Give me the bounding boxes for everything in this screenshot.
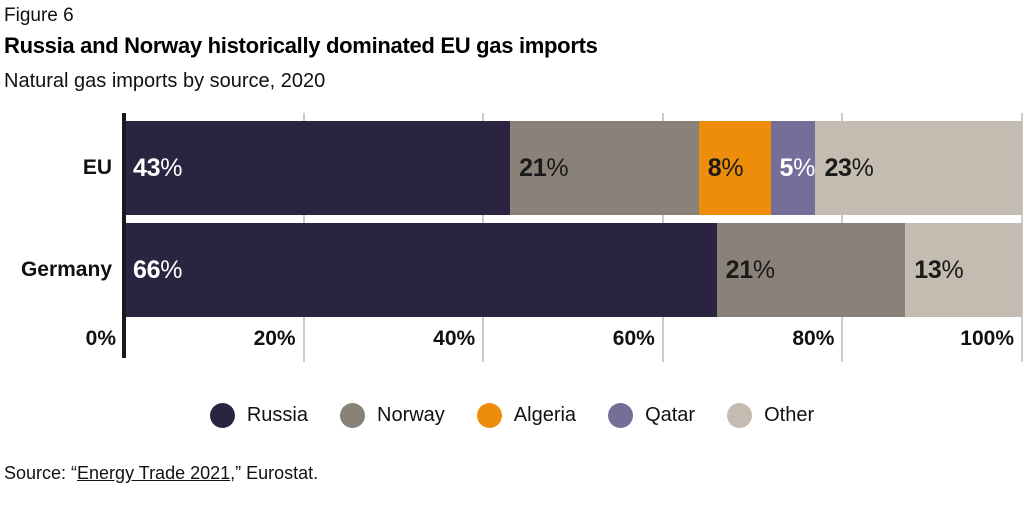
legend-item-algeria: Algeria [476, 403, 577, 428]
category-label-germany: Germany [20, 258, 112, 281]
bar-value-label: 43% [133, 153, 183, 182]
legend-item-other: Other [727, 403, 814, 428]
legend-label: Algeria [513, 404, 577, 426]
gridline-100 [1021, 113, 1023, 362]
legend-swatch-algeria [476, 403, 502, 428]
x-tick-40: 40% [433, 327, 476, 350]
chart-title: Russia and Norway historically dominated… [4, 33, 598, 58]
legend: Russia Norway Algeria Qatar Other [0, 403, 1024, 428]
bar-segment-germany-other: 13% [905, 223, 1022, 317]
legend-item-qatar: Qatar [608, 403, 695, 428]
bar-segment-germany-norway: 21% [716, 223, 906, 317]
figure-label: Figure 6 [4, 5, 74, 26]
bar-segment-eu-other: 23% [815, 121, 1022, 215]
chart: EU 43% 21% 8% 5% 23% Germany 66% 21% 13% 0% 20% 40% 6… [0, 113, 1024, 362]
bar-value-label: 21% [725, 255, 775, 284]
source-prefix: Source: “ [4, 463, 78, 483]
category-label-eu: EU [82, 156, 112, 179]
legend-item-russia: Russia [209, 403, 308, 428]
bar-value-label: 21% [519, 153, 569, 182]
legend-label: Russia [246, 404, 308, 426]
bar-value-label: 5% [779, 153, 816, 182]
legend-swatch-qatar [608, 403, 634, 428]
bar-segment-eu-algeria: 8% [698, 121, 771, 215]
source-suffix: ,” Eurostat. [230, 463, 319, 483]
legend-item-norway: Norway [340, 403, 445, 428]
chart-subtitle: Natural gas imports by source, 2020 [4, 70, 326, 92]
bar-value-label: 66% [133, 255, 183, 284]
x-tick-0: 0% [85, 327, 116, 350]
bar-value-label: 13% [914, 255, 964, 284]
y-axis-line [122, 113, 126, 358]
bar-value-label: 8% [707, 153, 744, 182]
bar-segment-germany-russia: 66% [124, 223, 717, 317]
legend-label: Qatar [645, 404, 696, 426]
x-tick-100: 100% [960, 327, 1014, 350]
legend-swatch-russia [209, 403, 235, 428]
x-tick-20: 20% [253, 327, 296, 350]
x-tick-60: 60% [612, 327, 655, 350]
bar-segment-eu-qatar: 5% [770, 121, 816, 215]
legend-swatch-other [727, 403, 753, 428]
bar-segment-eu-russia: 43% [124, 121, 511, 215]
x-tick-80: 80% [792, 327, 835, 350]
bar-segment-eu-norway: 21% [510, 121, 699, 215]
legend-swatch-norway [340, 403, 365, 428]
bar-value-label: 23% [824, 153, 874, 182]
source-link[interactable]: Energy Trade 2021 [77, 463, 231, 483]
source-line: Source: “Energy Trade 2021,” Eurostat. [4, 463, 318, 484]
legend-label: Norway [377, 404, 445, 426]
legend-label: Other [764, 404, 815, 426]
